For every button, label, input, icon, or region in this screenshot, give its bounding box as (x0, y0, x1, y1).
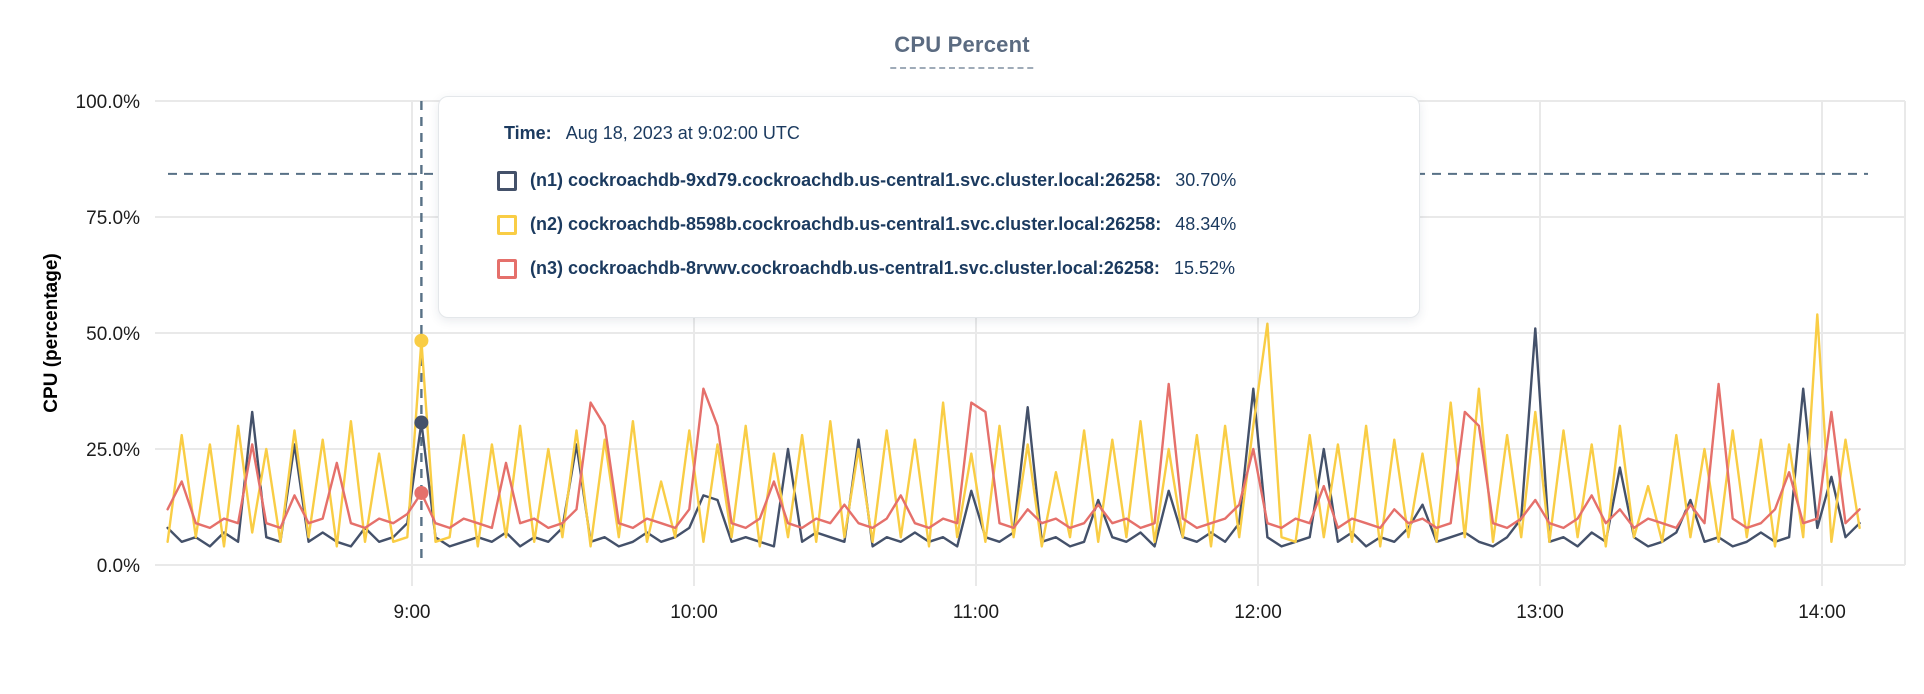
y-axis-title: CPU (percentage) (41, 253, 62, 412)
series-line-n3 (166, 382, 1861, 530)
x-tick-label: 10:00 (670, 602, 718, 623)
series-value-n1: 30.70% (1175, 170, 1237, 190)
x-tick-label: 9:00 (394, 602, 431, 623)
x-tick-label: 14:00 (1798, 602, 1846, 623)
x-tick-label: 13:00 (1516, 602, 1564, 623)
y-tick-label: 0.0% (97, 556, 140, 577)
chart-hover-tooltip: Time: Aug 18, 2023 at 9:02:00 UTC (n1) co… (438, 96, 1420, 318)
tooltip-time-row: Time: Aug 18, 2023 at 9:02:00 UTC (497, 123, 1399, 144)
series-label-n2: (n2) cockroachdb-8598b.cockroachdb.us-ce… (530, 214, 1162, 234)
y-tick-label: 75.0% (86, 208, 140, 229)
tooltip-series-row-n1: (n1) cockroachdb-9xd79.cockroachdb.us-ce… (497, 170, 1399, 191)
x-tick-label: 12:00 (1234, 602, 1282, 623)
hover-dot-n2 (414, 333, 429, 348)
tooltip-time-value: Aug 18, 2023 at 9:02:00 UTC (565, 123, 800, 143)
series-swatch-icon-n2 (497, 214, 517, 235)
y-tick-label: 50.0% (86, 324, 140, 345)
x-tick-label: 11:00 (953, 602, 999, 623)
hover-dot-n3 (414, 485, 429, 500)
series-label-n3: (n3) cockroachdb-8rvwv.cockroachdb.us-ce… (530, 258, 1160, 278)
hover-dot-n1 (414, 415, 429, 430)
tooltip-series-row-n2: (n2) cockroachdb-8598b.cockroachdb.us-ce… (497, 214, 1399, 235)
series-swatch-icon-n3 (497, 258, 517, 279)
series-label-n1: (n1) cockroachdb-9xd79.cockroachdb.us-ce… (530, 170, 1162, 190)
tooltip-time-label: Time: (504, 123, 552, 143)
series-value-n2: 48.34% (1175, 214, 1237, 234)
tooltip-series-row-n3: (n3) cockroachdb-8rvwv.cockroachdb.us-ce… (497, 258, 1399, 279)
series-value-n3: 15.52% (1173, 258, 1235, 278)
series-line-n2 (166, 313, 1861, 548)
series-swatch-icon-n1 (497, 170, 517, 191)
y-tick-label: 25.0% (86, 440, 140, 461)
chart-title: CPU Percent (890, 32, 1034, 69)
y-tick-label: 100.0% (76, 92, 141, 113)
